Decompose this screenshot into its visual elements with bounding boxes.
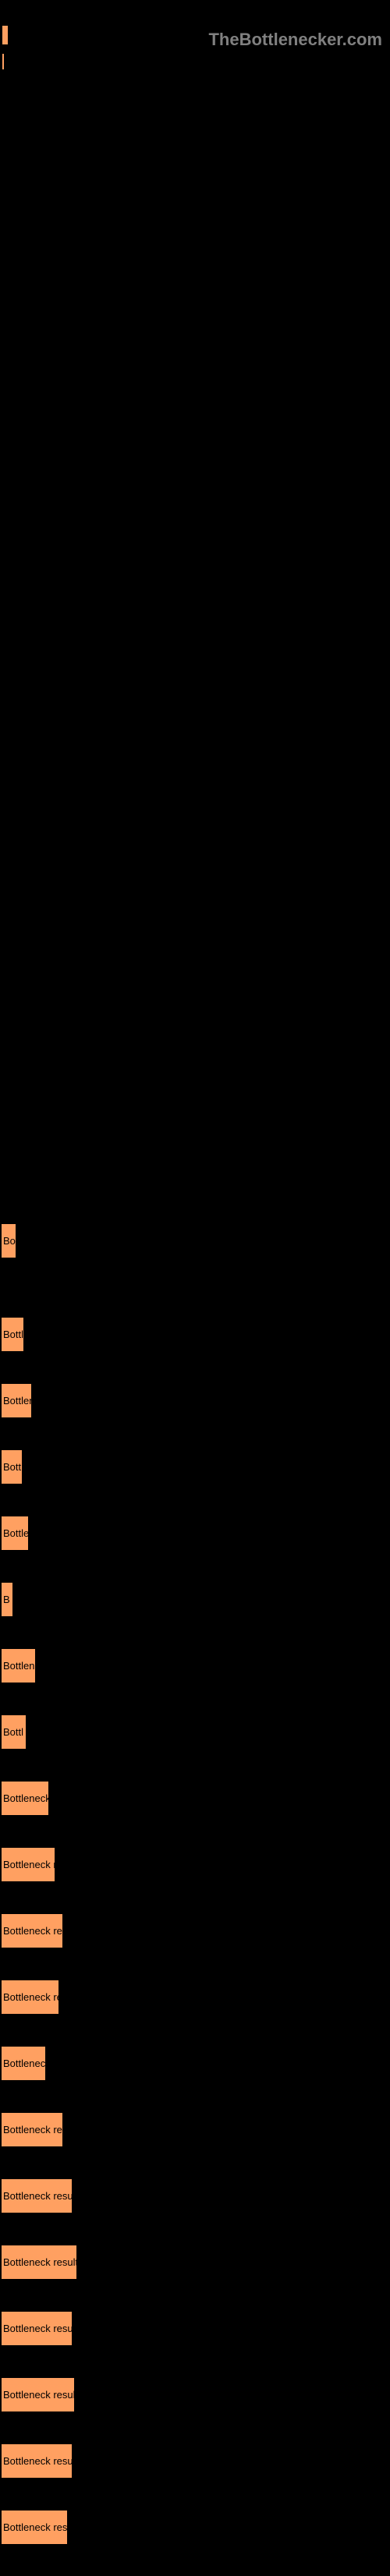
bar-10: Bottleneck resu [1,1913,63,1948]
bar-row: Bottleneck res [1,1980,390,2015]
bar-row: Bottleneck result [1,2311,390,2346]
bar-label: Bo [3,1235,16,1247]
bar-0: Bo [1,1223,16,1258]
bar-17: Bottleneck result [1,2377,75,2412]
bar-label: Bottleneck r [3,1792,49,1804]
bar-row: Bottleneck result [1,2443,390,2479]
bar-3: Bott [1,1449,23,1484]
bar-row: Bottlen [1,1383,390,1418]
bar-label: B [3,1594,10,1605]
bar-14: Bottleneck result [1,2178,73,2213]
bar-label: Bottleneck result [3,2256,77,2268]
bar-row: Bott [1,1449,390,1484]
bar-row: Bottleneck [1,2046,390,2081]
chart-spacer [0,69,390,1223]
bar-label: Bottl [3,1726,23,1738]
bar-label: Bott [3,1461,21,1473]
bar-row: Bottlene [1,1648,390,1683]
bar-row: Bottleneck r [1,1781,390,1816]
bar-row: Bottleneck resu [1,2112,390,2147]
bar-label: Bottl [3,1329,23,1340]
bar-15: Bottleneck result [1,2245,77,2280]
bar-label: Bottlen [3,1395,32,1407]
bar-4: Bottle [1,1516,29,1551]
bar-row: B [1,1582,390,1617]
bar-row: Bottl [1,1317,390,1352]
bar-label: Bottleneck result [3,2455,73,2467]
bar-2: Bottlen [1,1383,32,1418]
bar-label: Bottleneck result [3,2323,73,2334]
bar-row: Bottleneck resul [1,2510,390,2545]
bar-label: Bottleneck resu [3,2124,63,2135]
bar-label: Bottlene [3,1660,36,1672]
watermark-text: TheBottlenecker.com [208,30,382,50]
bar-row: Bo [1,1223,390,1258]
bar-9: Bottleneck re [1,1847,55,1882]
bar-13: Bottleneck resu [1,2112,63,2147]
top-bar-1-inner [2,26,8,44]
bar-row: Bottleneck re [1,1847,390,1882]
bar-11: Bottleneck res [1,1980,59,2015]
bar-label: Bottleneck result [3,2389,75,2401]
bar-label: Bottleneck res [3,1991,59,2003]
bar-6: Bottlene [1,1648,36,1683]
bar-label: Bottleneck result [3,2190,73,2202]
bar-row: Bottl [1,1714,390,1750]
bar-7: Bottl [1,1714,27,1750]
bar-row: Bottleneck resu [1,1913,390,1948]
bar-16: Bottleneck result [1,2311,73,2346]
bar-12: Bottleneck [1,2046,46,2081]
bar-label: Bottleneck re [3,1859,55,1870]
bar-1: Bottl [1,1317,24,1352]
top-bar-2 [2,54,4,69]
bar-19: Bottleneck resul [1,2510,68,2545]
bar-5: B [1,1582,13,1617]
bar-label: Bottleneck [3,2058,46,2069]
bar-label: Bottleneck resu [3,1925,63,1937]
bar-row: Bottleneck result [1,2377,390,2412]
bar-8: Bottleneck r [1,1781,49,1816]
bar-label: Bottle [3,1527,29,1539]
bar-row: Bottle [1,1516,390,1551]
bar-row: Bottleneck result [1,2178,390,2213]
bar-18: Bottleneck result [1,2443,73,2479]
bar-row: Bottleneck result [1,2245,390,2280]
bar-label: Bottleneck resul [3,2521,68,2533]
